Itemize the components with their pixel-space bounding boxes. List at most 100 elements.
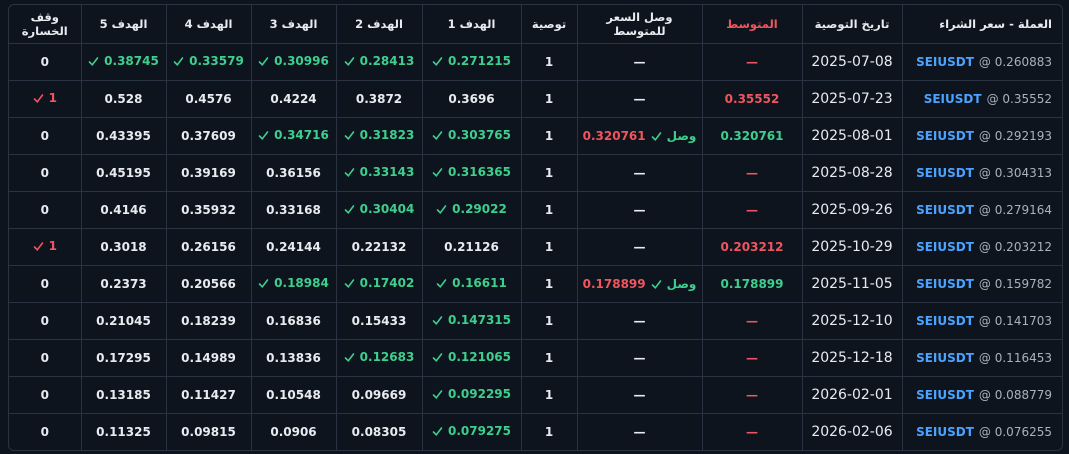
target-wrap: 0.0906	[270, 425, 316, 439]
check-icon	[432, 130, 443, 140]
coin-cell: SEIUSDT @ 0.279164	[901, 191, 1062, 229]
target: 0.14989	[181, 351, 236, 365]
date-cell: 2026-02-01	[801, 376, 902, 414]
stop-cell: 1	[9, 80, 81, 118]
check-icon	[344, 56, 354, 66]
rec-cell: 1	[520, 376, 577, 414]
coin-cell: SEIUSDT @ 0.088779	[901, 376, 1062, 414]
target-cell: 0.43395	[80, 117, 166, 155]
target-wrap: 0.38745	[88, 54, 159, 68]
rec-cell: 1	[520, 265, 577, 303]
buy-price: @ 0.141703	[978, 314, 1052, 328]
check-stroke	[258, 130, 269, 140]
coin-wrap: SEIUSDT @ 0.304313	[916, 166, 1052, 180]
target-cell: 0.09815	[165, 413, 251, 450]
check-stroke	[432, 315, 443, 325]
check-stroke	[436, 278, 447, 288]
check-stroke	[344, 352, 354, 362]
rec-cell: 1	[520, 191, 577, 229]
coin-cell: SEIUSDT @ 0.116453	[901, 339, 1062, 377]
stop-loss: 0	[40, 166, 49, 180]
stop-wrap: 1	[33, 91, 57, 105]
coin-cell: SEIUSDT @ 0.260883	[901, 43, 1062, 81]
rec: 1	[544, 240, 554, 254]
table-row: SEIUSDT @ 0.116453 2025-12-18 — — 1 0.121065 0.…	[9, 339, 1062, 377]
target: 0.147315	[447, 313, 511, 328]
reached-cell: —	[576, 413, 702, 450]
check-icon	[432, 167, 443, 177]
column-header: العملة - سعر الشراء	[901, 5, 1062, 44]
target-cell: 0.09669	[335, 376, 422, 414]
target-cell: 0.11427	[165, 376, 251, 414]
check-stroke	[33, 241, 43, 251]
date: 2025-08-01	[811, 128, 893, 144]
buy-price: @ 0.292193	[978, 129, 1052, 143]
reached-wrap: 0.320761 وصل	[583, 129, 697, 143]
target-cell: 0.528	[80, 80, 166, 118]
target-cell: 0.38745	[80, 43, 166, 81]
check-icon	[432, 352, 443, 362]
avg-price: 0.35552	[724, 92, 780, 106]
reached-cell: —	[576, 376, 702, 414]
stop-wrap: 0	[41, 129, 49, 143]
target-wrap: 0.24144	[266, 240, 321, 254]
reached-cell: —	[576, 191, 702, 229]
target-wrap: 0.147315	[432, 313, 511, 327]
column-header: وقف الخسارة	[9, 5, 81, 44]
reached-cell: 0.320761 وصل	[576, 117, 702, 155]
target-cell: 0.17295	[80, 339, 166, 377]
reached-cell: —	[576, 339, 702, 377]
coin-cell: SEIUSDT @ 0.159782	[901, 265, 1062, 303]
check-icon	[344, 167, 354, 177]
target-wrap: 0.12683	[344, 350, 414, 364]
date: 2026-02-01	[811, 387, 893, 403]
date-cell: 2025-08-01	[801, 117, 902, 155]
target-wrap: 0.2373	[100, 277, 146, 291]
buy-price: @ 0.076255	[978, 425, 1052, 439]
stop-wrap: 0	[41, 277, 49, 291]
target: 0.45195	[96, 166, 151, 180]
target-cell: 0.36156	[250, 154, 336, 192]
table-container: العملة - سعر الشراء تاريخ التوصية المتوسط و…	[8, 4, 1063, 451]
target-cell: 0.121065	[421, 339, 521, 377]
target-wrap: 0.4224	[270, 92, 316, 106]
reached-cell: —	[576, 302, 702, 340]
coin-cell: SEIUSDT @ 0.304313	[901, 154, 1062, 192]
target: 0.28413	[359, 54, 415, 69]
target-wrap: 0.33168	[266, 203, 321, 217]
check-icon	[651, 131, 661, 141]
reached-dash: —	[633, 166, 646, 180]
rec-cell: 1	[520, 339, 577, 377]
stop-loss: 1	[48, 91, 57, 106]
check-icon	[344, 352, 354, 362]
column-header: وصل السعر للمتوسط	[576, 5, 702, 44]
target: 0.33143	[359, 165, 415, 180]
coin-wrap: SEIUSDT @ 0.279164	[916, 203, 1052, 217]
target-wrap: 0.20566	[181, 277, 236, 291]
stop-wrap: 0	[41, 425, 49, 439]
target-wrap: 0.29022	[436, 202, 507, 216]
target-cell: 0.316365	[421, 154, 521, 192]
rec: 1	[544, 55, 554, 69]
reached-price: 0.178899	[582, 277, 646, 291]
coin-wrap: SEIUSDT @ 0.203212	[916, 240, 1052, 254]
target-wrap: 0.4146	[100, 203, 146, 217]
target: 0.3872	[355, 92, 403, 106]
target-cell: 0.0906	[250, 413, 336, 450]
target-wrap: 0.34716	[258, 128, 329, 142]
check-stroke	[651, 279, 661, 289]
reached-label: وصل	[666, 277, 697, 291]
target: 0.528	[104, 92, 143, 106]
check-stroke	[432, 389, 443, 399]
check-stroke	[344, 130, 354, 140]
target-wrap: 0.28413	[344, 54, 415, 69]
rec: 1	[544, 92, 554, 106]
target-wrap: 0.45195	[96, 166, 151, 180]
target-cell: 0.33168	[250, 191, 336, 229]
stop-cell: 0	[9, 265, 81, 303]
recommendations-table: العملة - سعر الشراء تاريخ التوصية المتوسط و…	[9, 5, 1062, 450]
target-wrap: 0.08305	[352, 425, 407, 439]
check-stroke	[432, 56, 443, 66]
target-wrap: 0.4576	[185, 92, 231, 106]
